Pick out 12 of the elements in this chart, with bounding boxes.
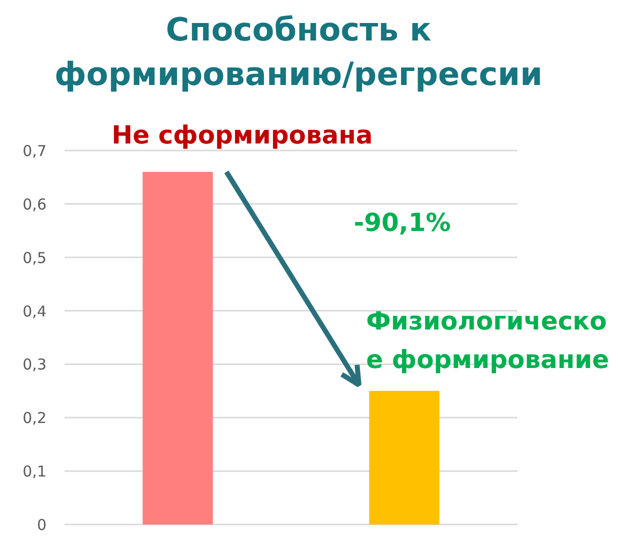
text: Не сформирована bbox=[112, 120, 373, 150]
y-tick-label: 0,2 bbox=[22, 409, 47, 428]
y-tick-label: 0,6 bbox=[22, 195, 47, 214]
y-tick-label: 0 bbox=[36, 516, 47, 534]
y-tick-label: 0,1 bbox=[22, 462, 47, 481]
y-tick-label: 0,7 bbox=[22, 142, 47, 160]
y-tick-label: 0,4 bbox=[22, 302, 47, 320]
chart-title: Способность к формированию/регрессии bbox=[54, 10, 542, 93]
y-tick-label: 0,5 bbox=[22, 248, 47, 267]
annotation: -90,1% bbox=[354, 208, 451, 237]
annotation: Физиологическо е формирование bbox=[366, 306, 610, 374]
y-tick-label: 0,3 bbox=[22, 356, 47, 374]
